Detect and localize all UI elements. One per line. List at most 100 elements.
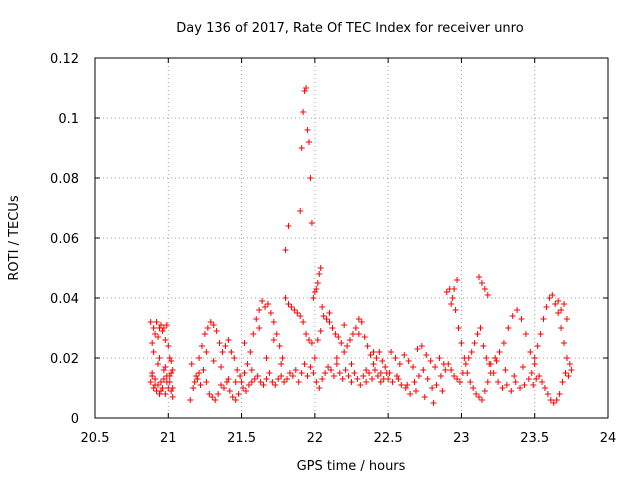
data-point (562, 370, 569, 376)
data-point (160, 367, 167, 373)
data-point (210, 322, 217, 328)
data-point (294, 310, 301, 316)
data-point (388, 349, 395, 355)
data-point (423, 352, 430, 358)
x-axis-label: GPS time / hours (297, 459, 406, 474)
data-point (521, 382, 528, 388)
data-point (311, 289, 318, 295)
data-point (552, 301, 559, 307)
data-point (218, 364, 225, 370)
data-point (519, 364, 526, 370)
data-point (320, 313, 327, 319)
data-point (484, 292, 491, 298)
data-point (547, 397, 554, 403)
data-point (282, 247, 289, 253)
data-point (355, 316, 362, 322)
data-point (237, 373, 244, 379)
data-point (424, 376, 431, 382)
data-point (286, 370, 293, 376)
data-point (231, 355, 238, 361)
x-tick-label: 22 (307, 431, 324, 446)
data-point (219, 349, 226, 355)
data-point (386, 370, 393, 376)
data-point (220, 385, 227, 391)
data-point (364, 343, 371, 349)
data-point (462, 361, 469, 367)
data-point (363, 367, 370, 373)
data-point (269, 379, 276, 385)
data-point (288, 304, 295, 310)
data-point (525, 376, 532, 382)
data-point (330, 373, 337, 379)
x-tick-label: 23.5 (520, 431, 549, 446)
data-point (366, 370, 373, 376)
data-point (465, 355, 472, 361)
data-point (379, 358, 386, 364)
data-point (310, 370, 317, 376)
data-point (251, 376, 258, 382)
data-point (511, 373, 518, 379)
data-point (263, 355, 270, 361)
data-point (448, 367, 455, 373)
data-point (418, 343, 425, 349)
x-tick-label: 21.5 (227, 431, 256, 446)
data-point (238, 379, 245, 385)
data-point (241, 340, 248, 346)
data-point (563, 316, 570, 322)
data-point (565, 373, 572, 379)
data-point (339, 376, 346, 382)
data-point (561, 340, 568, 346)
y-tick-label: 0.06 (50, 232, 79, 247)
data-point (344, 343, 351, 349)
data-point (471, 340, 478, 346)
data-point (458, 340, 465, 346)
data-point (266, 370, 273, 376)
data-point (433, 382, 440, 388)
data-point (398, 382, 405, 388)
data-point (270, 337, 277, 343)
data-point (541, 385, 548, 391)
data-point (496, 349, 503, 355)
data-point (392, 355, 399, 361)
data-point (459, 370, 466, 376)
data-point (454, 376, 461, 382)
data-point (536, 373, 543, 379)
data-point (216, 340, 223, 346)
data-point (169, 394, 176, 400)
data-point (168, 388, 175, 394)
data-point (317, 328, 324, 334)
x-tick-label: 23 (453, 431, 470, 446)
data-point (335, 334, 342, 340)
data-point (540, 316, 547, 322)
data-point (301, 361, 308, 367)
y-tick-label: 0.1 (58, 112, 79, 127)
data-point (310, 295, 317, 301)
data-point (316, 271, 323, 277)
data-point (333, 361, 340, 367)
data-point (313, 286, 320, 292)
data-point (481, 388, 488, 394)
data-point (412, 388, 419, 394)
data-point (517, 385, 524, 391)
data-point (190, 385, 197, 391)
data-point (289, 373, 296, 379)
data-point (156, 391, 163, 397)
data-point (405, 358, 412, 364)
data-point (333, 355, 340, 361)
data-point (232, 379, 239, 385)
data-point (207, 319, 214, 325)
data-point (157, 379, 164, 385)
data-point (165, 343, 172, 349)
data-point (329, 325, 336, 331)
data-point (518, 316, 525, 322)
data-point (203, 349, 210, 355)
data-point (159, 328, 166, 334)
data-point (215, 391, 222, 397)
data-point (468, 349, 475, 355)
data-point (439, 388, 446, 394)
data-point (267, 310, 274, 316)
data-point (166, 355, 173, 361)
data-point (281, 379, 288, 385)
data-point (480, 343, 487, 349)
data-point (411, 379, 418, 385)
